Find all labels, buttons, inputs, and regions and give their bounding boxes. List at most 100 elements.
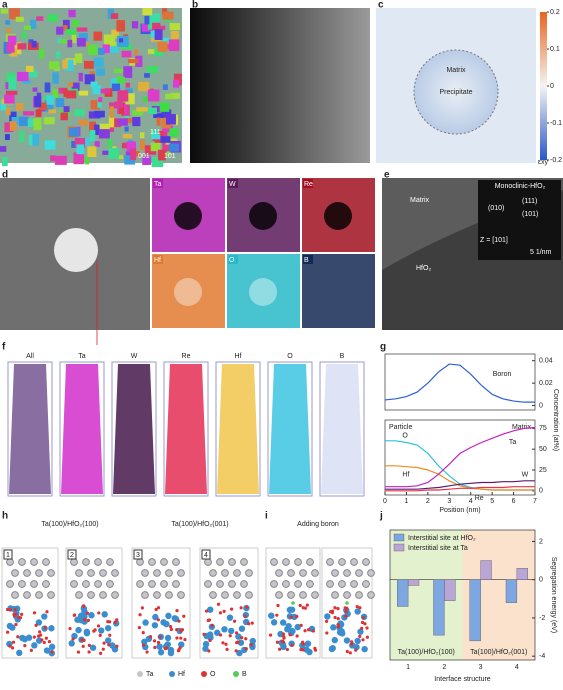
structure-number: 2: [70, 552, 74, 559]
line: [385, 440, 535, 491]
line: [385, 465, 535, 491]
structure-box: [131, 547, 191, 659]
ta-atom: [165, 569, 173, 577]
hf-atom: [141, 638, 148, 645]
grain: [117, 155, 124, 160]
series-label: O: [402, 432, 408, 439]
hf-atom: [160, 619, 167, 626]
o-atom: [145, 650, 149, 654]
o-atom: [289, 615, 293, 619]
line: [385, 480, 535, 490]
hf-atom: [16, 649, 23, 657]
hf-atom: [156, 643, 163, 650]
ta-atom: [275, 591, 283, 599]
bar: [407, 579, 420, 586]
annotation: Matrix: [512, 424, 532, 431]
o-atom: [138, 613, 142, 617]
ta-atom: [216, 558, 224, 566]
grain: [156, 117, 161, 126]
o-atom: [38, 630, 42, 634]
diffraction-inset: [478, 180, 561, 260]
hf-atom: [339, 630, 346, 637]
hf-atom: [6, 622, 14, 630]
ta-atom: [228, 558, 236, 566]
o-atom: [336, 625, 341, 629]
hf-atom: [21, 635, 28, 643]
ta-atom: [240, 558, 248, 566]
o-atom: [177, 619, 181, 623]
eds-label: Ta: [154, 181, 162, 188]
column-label: All: [26, 353, 34, 360]
ta-atom: [172, 580, 180, 588]
panel-label: h: [2, 511, 8, 522]
grain: [84, 74, 95, 85]
grain: [160, 136, 171, 143]
ta-atom: [99, 569, 107, 577]
grain: [170, 92, 180, 99]
grain: [94, 141, 100, 147]
hf-atom: [109, 642, 116, 649]
grain: [126, 141, 137, 151]
grain: [122, 134, 133, 139]
hf-atom: [43, 647, 51, 654]
o-atom: [325, 619, 329, 623]
apt-column: [165, 364, 207, 494]
number-box: [67, 549, 77, 560]
o-atom: [290, 643, 294, 647]
grain: [151, 156, 164, 168]
hf-atom: [238, 625, 246, 632]
grain: [147, 49, 155, 55]
grain: [48, 61, 60, 70]
column-frame: [215, 361, 261, 497]
o-atom: [278, 647, 282, 651]
grain: [98, 97, 103, 103]
precipitate: [413, 49, 499, 135]
apt-column: [113, 364, 155, 494]
o-atom: [311, 629, 315, 633]
panel-label: b: [192, 0, 198, 11]
eds-label: B: [304, 257, 309, 264]
grain: [124, 126, 129, 132]
ta-atom: [367, 569, 375, 577]
ta-atom: [343, 569, 351, 577]
o-atom: [108, 633, 112, 637]
o-atom: [249, 643, 253, 647]
zone-axis: Z = [101]: [480, 237, 508, 244]
grain: [63, 88, 68, 97]
grain: [102, 44, 110, 54]
grain: [158, 149, 166, 161]
ta-atom: [70, 558, 78, 566]
o-atom: [115, 644, 119, 648]
legend-swatch: [137, 671, 143, 677]
grain: [62, 59, 68, 69]
o-atom: [182, 614, 186, 618]
ta-atom: [350, 580, 358, 588]
grain: [147, 89, 160, 102]
o-atom: [345, 649, 349, 654]
plot-frame: [384, 419, 536, 496]
o-atom: [93, 628, 97, 632]
o-atom: [180, 628, 185, 632]
panel-label: d: [2, 170, 8, 181]
o-atom: [164, 646, 169, 650]
ta-atom: [355, 569, 363, 577]
ta-atom: [75, 591, 83, 599]
legend-label: Interstitial site at HfO₂: [408, 535, 476, 542]
x-tick-label: 3: [447, 498, 451, 505]
eds-particle: [249, 278, 277, 306]
grain: [90, 81, 98, 87]
o-atom: [115, 618, 119, 622]
grain: [169, 128, 179, 137]
hf-atom: [31, 642, 38, 649]
panel-label: c: [378, 0, 384, 11]
o-atom: [360, 626, 364, 630]
grain: [123, 66, 133, 78]
grain: [109, 106, 114, 118]
x-tick-label: 4: [515, 664, 519, 671]
ta-atom: [287, 569, 295, 577]
o-atom: [6, 607, 10, 612]
hf-atom: [213, 629, 221, 636]
o-atom: [299, 623, 303, 627]
o-atom: [216, 602, 221, 606]
grain: [23, 25, 32, 30]
